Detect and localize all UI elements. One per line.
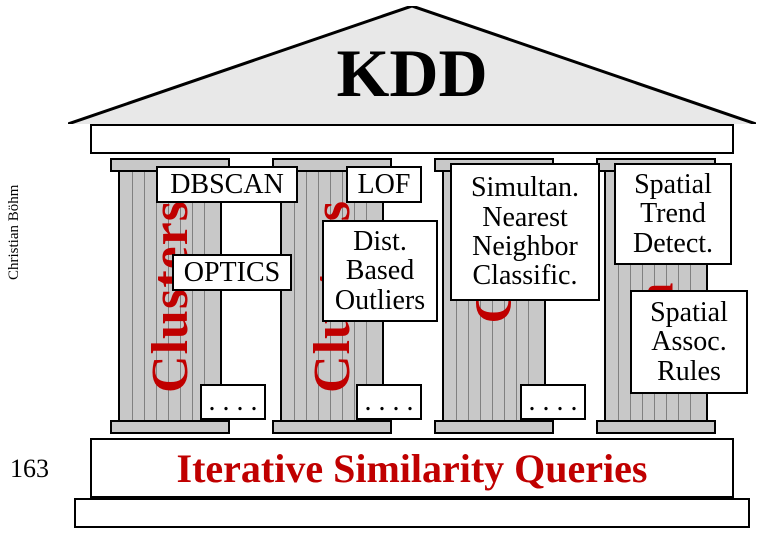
base-upper: Iterative Similarity Queries	[90, 438, 734, 498]
label-dots1: . . . .	[200, 384, 266, 420]
label-lof: LOF	[346, 166, 422, 203]
label-dots2: . . . .	[356, 384, 422, 420]
base-text: Iterative Similarity Queries	[177, 445, 648, 492]
label-spasso: Spatial Assoc. Rules	[630, 290, 748, 394]
pillar-cap-bottom	[110, 420, 230, 434]
label-optics: OPTICS	[172, 254, 292, 291]
label-distout: Dist. Based Outliers	[322, 220, 438, 322]
pillar-cap-bottom	[596, 420, 716, 434]
pillar-shaft: Clusters	[118, 172, 222, 420]
temple-diagram: KDD Clusters	[68, 0, 756, 540]
title: KDD	[68, 34, 756, 113]
pillar-cap-bottom	[272, 420, 392, 434]
label-spattr: Spatial Trend Detect.	[614, 163, 732, 265]
label-dots3: . . . .	[520, 384, 586, 420]
roof: KDD	[68, 6, 756, 126]
base-lower	[74, 498, 750, 528]
pillar-1-label: Clusters	[141, 200, 200, 393]
author-text: Christian Böhm	[6, 185, 23, 280]
slide-number: 163	[10, 454, 49, 484]
label-dbscan: DBSCAN	[156, 166, 298, 203]
pillar-cap-bottom	[434, 420, 554, 434]
architrave-beam	[90, 124, 734, 154]
label-simult: Simultan. Nearest Neighbor Classific.	[450, 163, 600, 301]
